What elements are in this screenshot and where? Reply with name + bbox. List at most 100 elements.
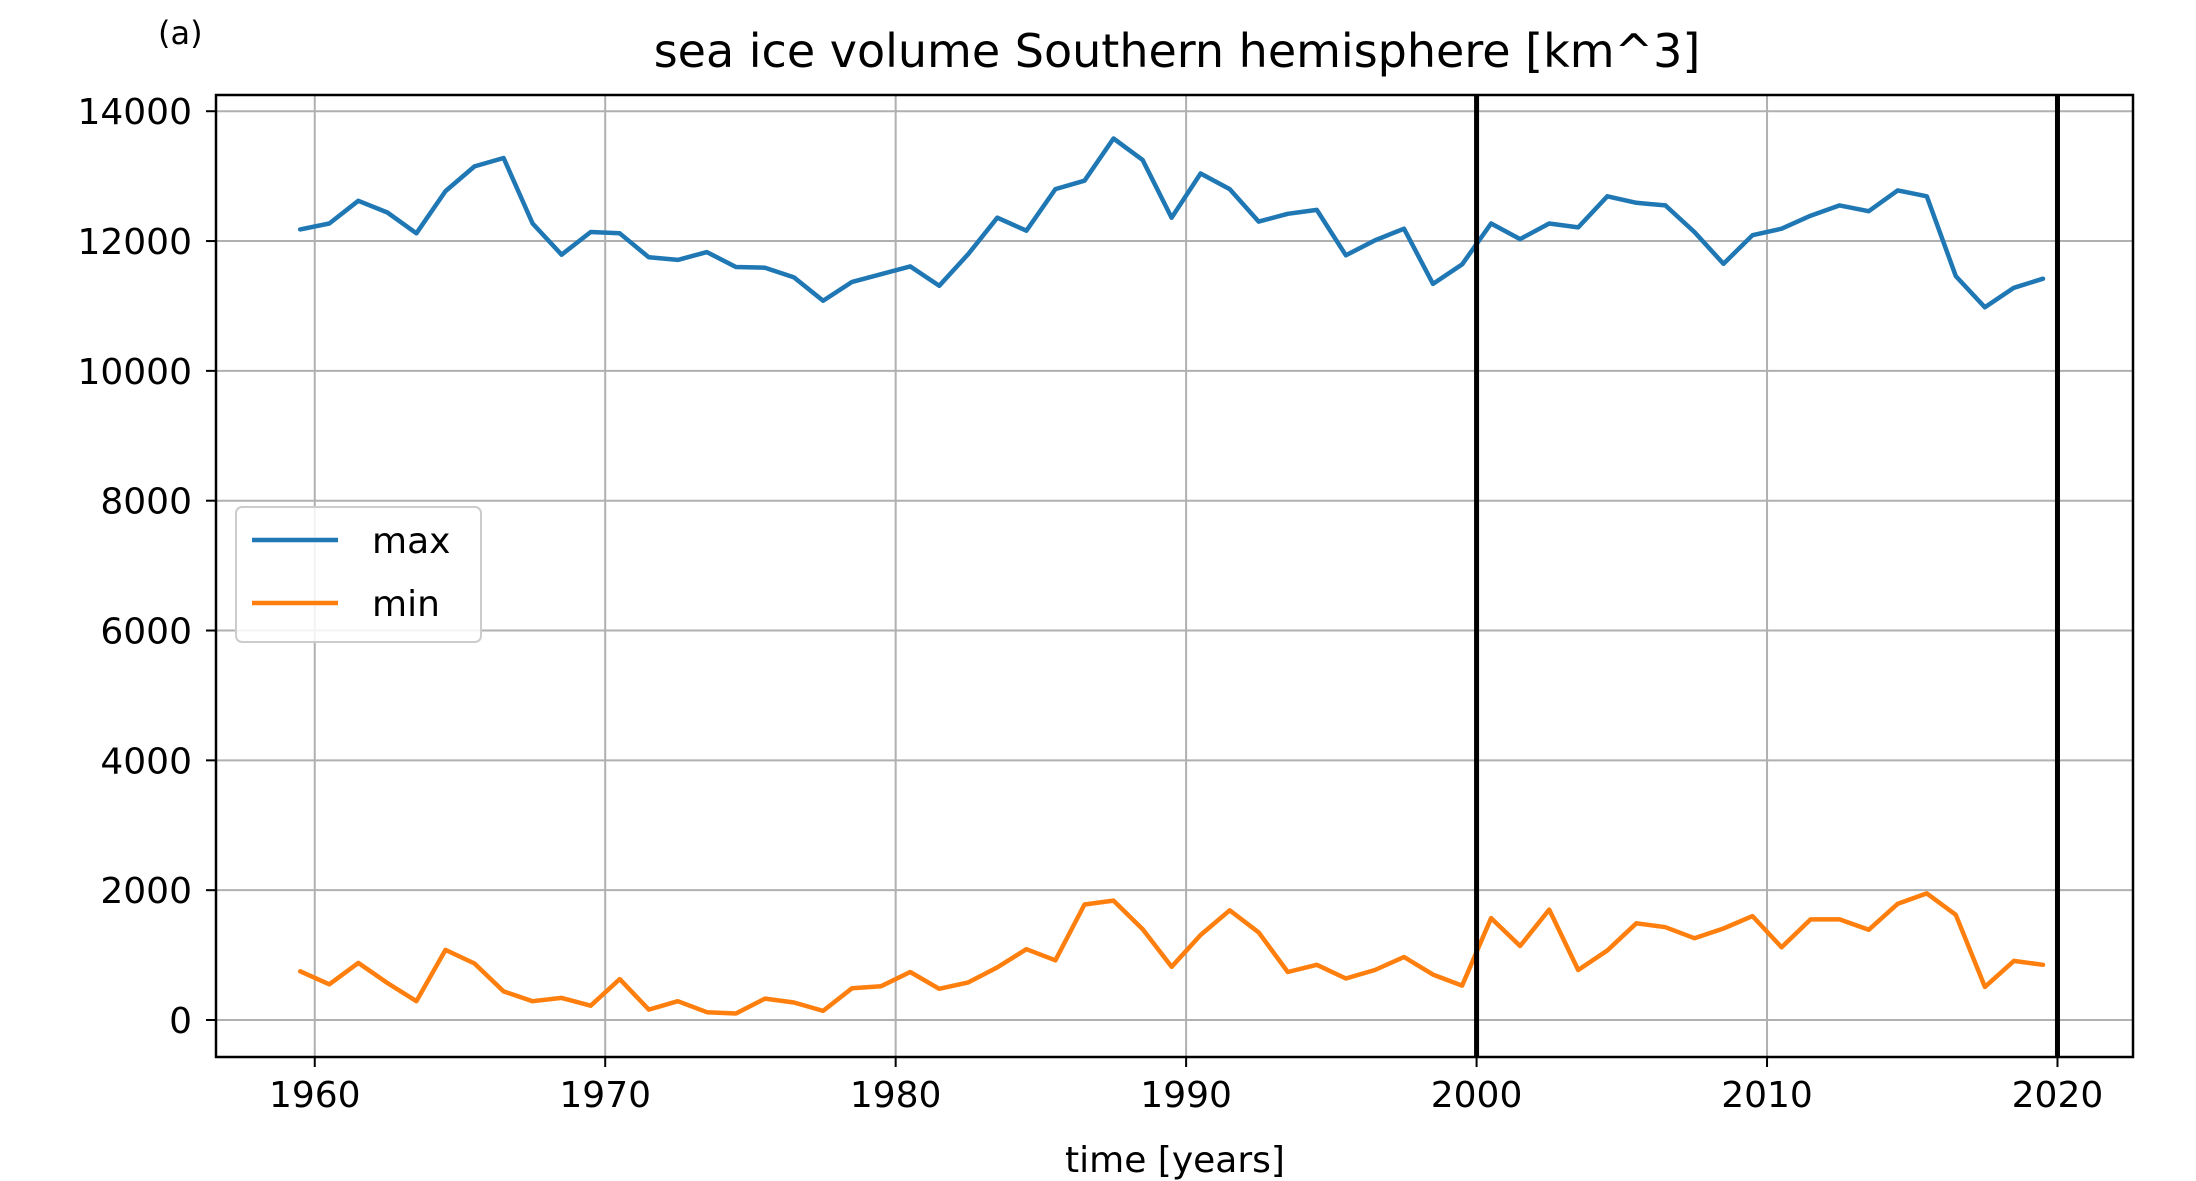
data-point-min [2041, 963, 2045, 967]
data-point-max [502, 156, 506, 160]
data-point-max [1722, 262, 1726, 266]
data-point-max [1286, 212, 1290, 216]
x-tick-label: 2010 [1721, 1075, 1813, 1116]
data-point-max [473, 164, 477, 168]
chart-title: sea ice volume Southern hemisphere [km^3… [654, 24, 1701, 78]
x-tick-label: 1970 [559, 1075, 651, 1116]
series-layer [297, 136, 2046, 1016]
data-point-min [879, 984, 883, 988]
data-point-max [298, 227, 302, 231]
y-tick-label: 12000 [77, 222, 192, 263]
grid [216, 95, 2133, 1057]
y-tick-label: 0 [169, 1001, 192, 1042]
data-point-min [1547, 908, 1551, 912]
data-point-min [1896, 902, 1900, 906]
data-point-max [1199, 172, 1203, 176]
data-point-max [1170, 216, 1174, 220]
data-point-min [356, 961, 360, 965]
data-point-min [1605, 949, 1609, 953]
data-point-max [531, 222, 535, 226]
data-point-max [1780, 227, 1784, 231]
data-point-min [966, 980, 970, 984]
data-point-min [2012, 959, 2016, 963]
data-point-max [1809, 214, 1813, 218]
data-point-min [1925, 891, 1929, 895]
series-line-min [297, 891, 2046, 1016]
data-point-min [1257, 930, 1261, 934]
data-point-min [1722, 927, 1726, 931]
data-point-min [1867, 928, 1871, 932]
data-point-max [1867, 209, 1871, 213]
data-point-max [908, 264, 912, 268]
x-tick-label: 2020 [2012, 1075, 2104, 1116]
data-point-min [705, 1010, 709, 1014]
legend: max min [235, 506, 482, 643]
data-point-max [444, 189, 448, 193]
data-point-min [1315, 963, 1319, 967]
data-point-min [1460, 984, 1464, 988]
data-point-max [1083, 179, 1087, 183]
data-point-max [1431, 282, 1435, 286]
data-point-max [1257, 220, 1261, 224]
legend-label-min: min [372, 584, 440, 625]
data-point-max [1576, 225, 1580, 229]
data-point-max [850, 280, 854, 284]
y-tick-label: 4000 [100, 741, 192, 782]
data-point-min [589, 1004, 593, 1008]
data-point-max [1692, 230, 1696, 234]
data-point-min [1373, 968, 1377, 972]
data-point-min [1286, 970, 1290, 974]
data-point-max [618, 231, 622, 235]
data-point-max [1460, 262, 1464, 266]
data-point-max [705, 250, 709, 254]
data-point-max [1024, 229, 1028, 233]
data-point-max [1983, 305, 1987, 309]
data-point-min [298, 969, 302, 973]
x-tick-label: 1960 [269, 1075, 361, 1116]
data-point-max [937, 284, 941, 288]
data-point-min [1228, 908, 1232, 912]
data-point-min [1518, 944, 1522, 948]
data-point-min [1112, 899, 1116, 903]
x-tick-label: 1980 [850, 1075, 942, 1116]
data-point-min [1809, 917, 1813, 921]
data-point-max [1518, 237, 1522, 241]
data-point-min [444, 948, 448, 952]
data-point-min [1751, 914, 1755, 918]
data-point-max [1141, 158, 1145, 162]
data-point-max [1925, 194, 1929, 198]
data-point-min [850, 986, 854, 990]
data-point-min [1431, 973, 1435, 977]
data-point-min [1402, 955, 1406, 959]
y-tick-label: 2000 [100, 871, 192, 912]
series-line-max [297, 136, 2046, 310]
data-point-min [473, 962, 477, 966]
x-tick-label: 2000 [1431, 1075, 1523, 1116]
data-point-min [502, 989, 506, 993]
data-point-min [937, 987, 941, 991]
axis-ticks: 1960 1970 1980 1990 2000 2010 2020 0 2000 4000 600… [77, 92, 2103, 1116]
data-point-max [589, 230, 593, 234]
data-point-max [1547, 222, 1551, 226]
data-point-max [647, 255, 651, 259]
data-point-max [821, 299, 825, 303]
data-point-max [1896, 188, 1900, 192]
data-point-max [1315, 208, 1319, 212]
y-tick-label: 8000 [100, 482, 192, 523]
data-point-min [763, 997, 767, 1001]
x-tick-label: 1990 [1140, 1075, 1232, 1116]
data-point-max [1053, 187, 1057, 191]
data-point-max [676, 258, 680, 262]
data-point-max [1838, 203, 1842, 207]
data-point-min [1053, 958, 1057, 962]
data-point-max [995, 216, 999, 220]
data-point-min [1838, 917, 1842, 921]
data-point-min [995, 965, 999, 969]
data-point-min [1489, 916, 1493, 920]
data-point-min [647, 1008, 651, 1012]
data-point-min [531, 999, 535, 1003]
data-point-min [1663, 925, 1667, 929]
data-point-max [792, 275, 796, 279]
data-point-max [1344, 253, 1348, 257]
data-point-max [2012, 286, 2016, 290]
